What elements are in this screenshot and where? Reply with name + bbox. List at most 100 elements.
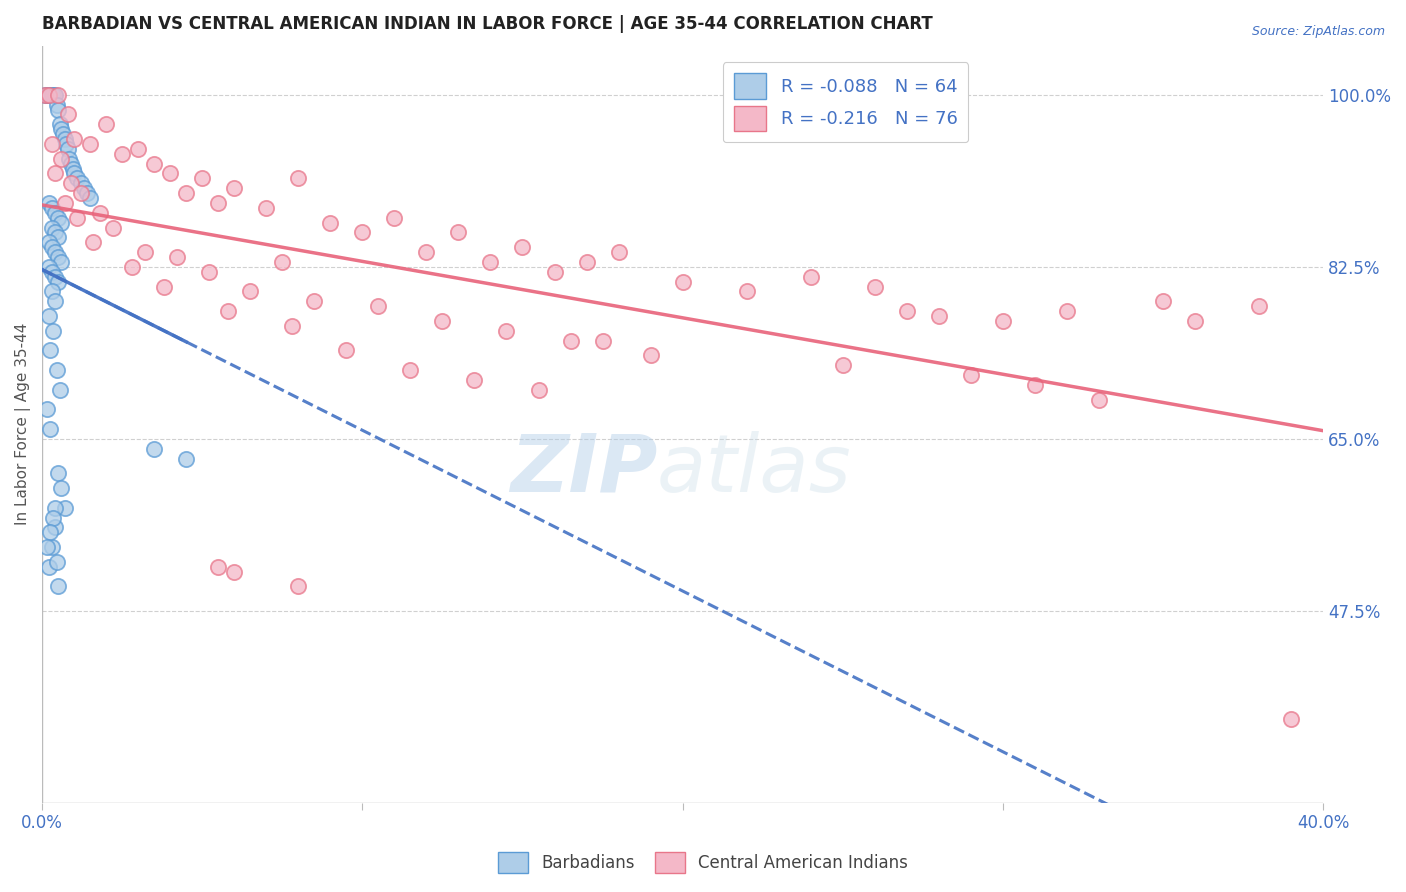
Point — [51, 481, 73, 495]
Point — [55, 136, 77, 151]
Point — [166, 250, 188, 264]
Point — [44, 87, 66, 102]
Point — [38, 309, 60, 323]
Point — [863, 279, 886, 293]
Point — [46, 275, 69, 289]
Point — [38, 559, 60, 574]
Point — [217, 304, 239, 318]
Point — [42, 510, 65, 524]
Point — [399, 363, 422, 377]
Point — [447, 226, 470, 240]
Point — [111, 146, 134, 161]
Point — [63, 132, 86, 146]
Point — [143, 156, 166, 170]
Point — [48, 117, 70, 131]
Point — [121, 260, 143, 274]
Point — [159, 166, 181, 180]
Point — [53, 196, 76, 211]
Point — [367, 299, 389, 313]
Point — [51, 122, 73, 136]
Point — [1184, 314, 1206, 328]
Point — [51, 152, 73, 166]
Point — [41, 136, 63, 151]
Point — [800, 269, 823, 284]
Point — [527, 383, 550, 397]
Point — [44, 520, 66, 534]
Point — [575, 255, 598, 269]
Point — [287, 579, 309, 593]
Point — [543, 265, 565, 279]
Point — [53, 132, 76, 146]
Point — [42, 324, 65, 338]
Point — [63, 166, 86, 180]
Point — [38, 87, 60, 102]
Point — [76, 186, 98, 201]
Point — [69, 186, 91, 201]
Point — [191, 171, 214, 186]
Point — [174, 186, 197, 201]
Point — [319, 216, 342, 230]
Point — [41, 540, 63, 554]
Point — [46, 103, 69, 117]
Point — [39, 525, 62, 540]
Point — [79, 191, 101, 205]
Text: atlas: atlas — [657, 431, 852, 508]
Point — [39, 87, 62, 102]
Point — [207, 196, 229, 211]
Y-axis label: In Labor Force | Age 35-44: In Labor Force | Age 35-44 — [15, 323, 31, 525]
Point — [79, 136, 101, 151]
Point — [153, 279, 176, 293]
Point — [287, 171, 309, 186]
Point — [34, 87, 56, 102]
Point — [48, 383, 70, 397]
Point — [831, 358, 853, 372]
Point — [1249, 299, 1271, 313]
Point — [56, 142, 79, 156]
Point — [41, 240, 63, 254]
Point — [281, 318, 304, 333]
Point — [45, 363, 67, 377]
Point — [53, 500, 76, 515]
Point — [271, 255, 294, 269]
Point — [38, 235, 60, 250]
Point — [46, 211, 69, 225]
Point — [69, 176, 91, 190]
Point — [56, 107, 79, 121]
Point — [46, 467, 69, 481]
Point — [512, 240, 534, 254]
Point — [44, 166, 66, 180]
Text: Source: ZipAtlas.com: Source: ZipAtlas.com — [1251, 25, 1385, 38]
Point — [44, 500, 66, 515]
Point — [101, 220, 124, 235]
Point — [143, 442, 166, 456]
Point — [896, 304, 918, 318]
Point — [960, 368, 983, 382]
Point — [134, 245, 156, 260]
Point — [44, 269, 66, 284]
Point — [41, 220, 63, 235]
Point — [89, 206, 111, 220]
Point — [44, 294, 66, 309]
Point — [735, 285, 758, 299]
Point — [46, 87, 69, 102]
Point — [46, 250, 69, 264]
Point — [174, 451, 197, 466]
Point — [34, 87, 56, 102]
Point — [1088, 392, 1111, 407]
Point — [495, 324, 517, 338]
Point — [45, 555, 67, 569]
Point — [41, 87, 63, 102]
Point — [38, 196, 60, 211]
Point — [62, 161, 84, 176]
Point — [1056, 304, 1078, 318]
Point — [41, 201, 63, 215]
Legend: Barbadians, Central American Indians: Barbadians, Central American Indians — [491, 846, 915, 880]
Point — [1152, 294, 1174, 309]
Point — [82, 235, 104, 250]
Point — [991, 314, 1014, 328]
Point — [44, 245, 66, 260]
Point — [672, 275, 695, 289]
Point — [39, 343, 62, 358]
Point — [42, 87, 65, 102]
Point — [44, 226, 66, 240]
